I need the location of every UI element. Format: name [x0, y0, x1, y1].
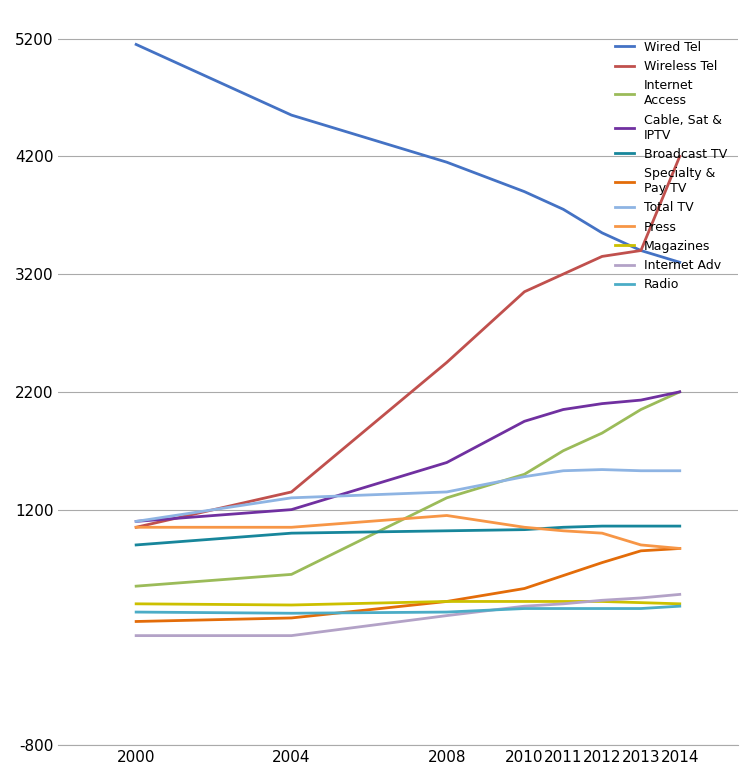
- Legend: Wired Tel, Wireless Tel, Internet
Access, Cable, Sat &
IPTV, Broadcast TV, Speci: Wired Tel, Wireless Tel, Internet Access…: [610, 36, 732, 296]
